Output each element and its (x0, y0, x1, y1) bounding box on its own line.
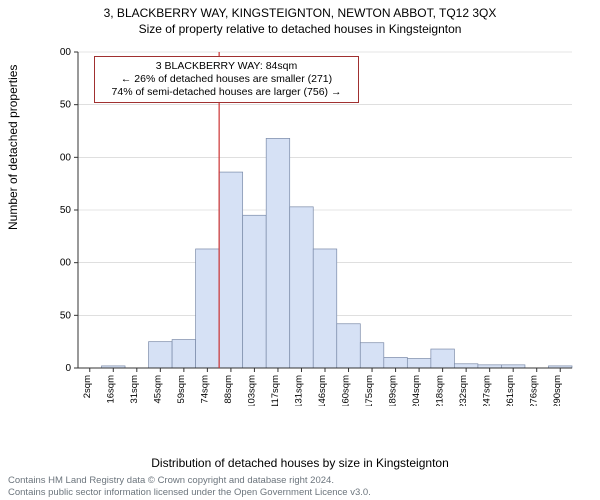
annotation-line2: ← 26% of detached houses are smaller (27… (101, 73, 352, 86)
svg-text:0: 0 (65, 363, 71, 374)
annotation-box: 3 BLACKBERRY WAY: 84sqm ← 26% of detache… (94, 56, 359, 103)
footer-attribution: Contains HM Land Registry data © Crown c… (8, 475, 371, 498)
svg-text:50: 50 (60, 310, 71, 321)
svg-text:131sqm: 131sqm (293, 375, 304, 406)
svg-text:175sqm: 175sqm (364, 375, 375, 406)
chart-container: 3, BLACKBERRY WAY, KINGSTEIGNTON, NEWTON… (0, 0, 600, 500)
svg-text:261sqm: 261sqm (505, 375, 516, 406)
annotation-line1: 3 BLACKBERRY WAY: 84sqm (101, 60, 352, 73)
chart-title-sub: Size of property relative to detached ho… (0, 20, 600, 36)
chart-title-main: 3, BLACKBERRY WAY, KINGSTEIGNTON, NEWTON… (0, 0, 600, 20)
svg-text:59sqm: 59sqm (176, 375, 187, 404)
svg-text:160sqm: 160sqm (341, 375, 352, 406)
svg-text:45sqm: 45sqm (152, 375, 163, 404)
svg-text:150: 150 (60, 205, 71, 216)
footer-line1: Contains HM Land Registry data © Crown c… (8, 475, 371, 486)
svg-text:250: 250 (60, 100, 71, 111)
svg-text:74sqm: 74sqm (199, 375, 210, 404)
svg-text:290sqm: 290sqm (552, 375, 563, 406)
svg-text:88sqm: 88sqm (223, 375, 234, 404)
svg-text:247sqm: 247sqm (482, 375, 493, 406)
svg-text:300: 300 (60, 47, 71, 58)
x-axis-label: Distribution of detached houses by size … (0, 456, 600, 470)
svg-text:100: 100 (60, 258, 71, 269)
svg-text:2sqm: 2sqm (82, 375, 93, 398)
svg-text:117sqm: 117sqm (270, 375, 281, 406)
svg-text:189sqm: 189sqm (388, 375, 399, 406)
svg-text:16sqm: 16sqm (105, 375, 116, 404)
svg-text:276sqm: 276sqm (529, 375, 540, 406)
svg-text:146sqm: 146sqm (317, 375, 328, 406)
svg-text:200: 200 (60, 152, 71, 163)
y-axis-label: Number of detached properties (6, 65, 20, 230)
footer-line2: Contains public sector information licen… (8, 487, 371, 498)
annotation-line3: 74% of semi-detached houses are larger (… (101, 86, 352, 99)
svg-text:204sqm: 204sqm (411, 375, 422, 406)
svg-text:103sqm: 103sqm (246, 375, 257, 406)
svg-text:218sqm: 218sqm (435, 375, 446, 406)
svg-text:232sqm: 232sqm (458, 375, 469, 406)
svg-text:31sqm: 31sqm (129, 375, 140, 404)
